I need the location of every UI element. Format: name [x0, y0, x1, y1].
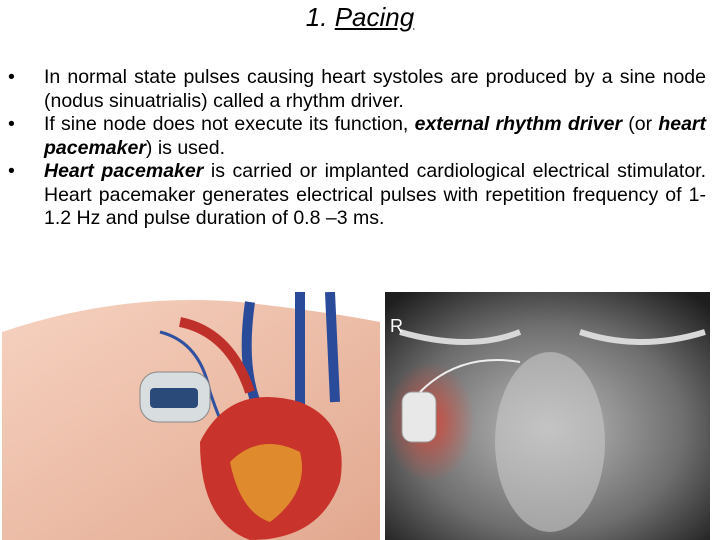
xray-image: R — [385, 292, 710, 540]
bullet-text: ) is used. — [145, 136, 226, 159]
title-text: Pacing — [334, 2, 415, 32]
emphasis-text: heart pacemaker — [44, 113, 706, 159]
slide-title: 1. Pacing — [0, 2, 720, 33]
bullet-text: is carried or implanted cardiological el… — [44, 160, 706, 229]
emphasis-text: Heart pacemaker — [44, 160, 204, 182]
illustration — [2, 292, 380, 540]
bullet: If sine node does not execute its functi… — [8, 113, 706, 160]
bullet-text: (or — [622, 113, 659, 135]
emphasis-text: external rhythm driver — [414, 113, 623, 135]
bullet: Heart pacemaker is carried or implanted … — [8, 160, 706, 231]
bullet-text: In normal state pulses causing heart sys… — [44, 66, 706, 112]
title-number: 1. — [305, 2, 328, 32]
images: R — [2, 292, 710, 540]
bullet-list: In normal state pulses causing heart sys… — [8, 66, 706, 231]
bullet: In normal state pulses causing heart sys… — [8, 66, 706, 113]
bullet-text: If sine node does not execute its functi… — [44, 113, 415, 135]
xray-marker: R — [390, 316, 403, 336]
